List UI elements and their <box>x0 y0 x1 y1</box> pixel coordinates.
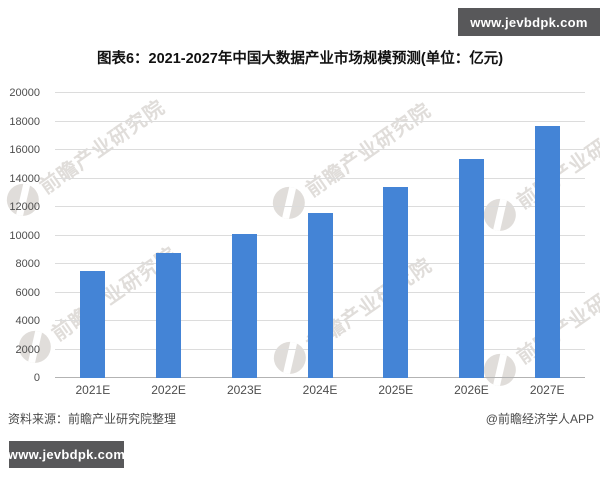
bar-2025E <box>383 187 409 378</box>
source-note: 资料来源：前瞻产业研究院整理 <box>8 412 177 426</box>
plot-area <box>55 92 585 378</box>
y-tick-label: 6000 <box>15 286 40 299</box>
y-tick-label: 18000 <box>9 115 40 128</box>
chart-title: 图表6：2021-2027年中国大数据产业市场规模预测(单位：亿元) <box>96 51 504 67</box>
bar-chart: 0 2000 4000 6000 8000 10000 12000 14000 16000 180… <box>0 80 600 400</box>
credit: @前瞻经济学人APP <box>485 412 594 426</box>
y-tick-label: 10000 <box>9 229 40 242</box>
gridline <box>55 177 585 179</box>
x-tick-label: 2026E <box>454 383 489 397</box>
site-banner-bottom: www.jevbdpk.com <box>8 441 125 468</box>
y-tick-label: 0 <box>33 372 40 384</box>
y-tick-label: 8000 <box>15 258 40 270</box>
site-banner-top: www.jevbdpk.com <box>458 8 600 36</box>
footer: 资料来源：前瞻产业研究院整理 @前瞻经济学人APP <box>8 410 594 427</box>
y-tick-label: 14000 <box>9 172 40 185</box>
y-tick-label: 16000 <box>9 144 40 156</box>
x-tick-label: 2025E <box>378 383 414 397</box>
x-tick-label: 2024E <box>302 383 338 397</box>
bar-2023E <box>231 234 257 378</box>
gridline <box>55 92 585 93</box>
y-tick-label: 12000 <box>9 201 40 213</box>
gridline <box>55 120 585 122</box>
x-tick-label: 2021E <box>75 383 111 397</box>
y-axis: 0 2000 4000 6000 8000 10000 12000 14000 16000 180… <box>0 87 46 384</box>
bar-2027E <box>534 125 560 378</box>
y-tick-label: 4000 <box>15 315 40 327</box>
gridline <box>55 149 585 150</box>
y-tick-label: 20000 <box>9 87 40 99</box>
x-tick-label: 2023E <box>226 383 262 397</box>
bar-2022E <box>156 252 182 378</box>
x-axis: 2021E 2022E 2023E 2024E 2025E 2026E 2027E <box>55 383 585 401</box>
bar-2026E <box>458 158 484 378</box>
x-tick-label: 2022E <box>151 383 186 397</box>
y-tick-label: 2000 <box>15 343 40 356</box>
x-tick-label: 2027E <box>529 383 565 397</box>
gridline <box>55 206 585 207</box>
bar-2021E <box>80 271 106 378</box>
bar-2024E <box>307 212 333 378</box>
